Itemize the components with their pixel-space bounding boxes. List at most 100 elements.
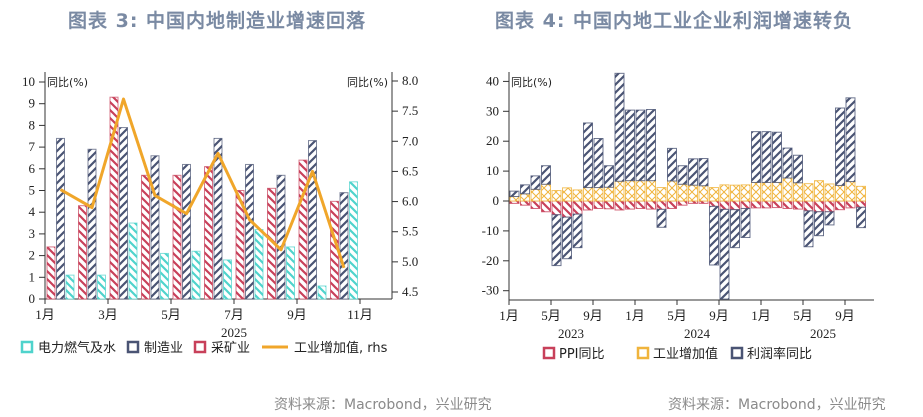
left-chart-title: 图表 3: 中国内地制造业增速回落 (68, 10, 367, 32)
bar (191, 250, 201, 300)
bar-segment (625, 109, 635, 182)
bar (46, 246, 56, 300)
legend-label: PPI同比 (559, 347, 605, 362)
y-tick-label: 1 (29, 269, 36, 284)
legend-swatch (636, 346, 650, 360)
bar (56, 137, 65, 300)
y-tick-label: 40 (486, 73, 499, 88)
bar-segment (730, 200, 740, 211)
bar-segment (824, 211, 835, 226)
y-right-tick-label: 5.0 (402, 254, 418, 269)
bar-segment (572, 200, 583, 215)
left-chart: 0 1 2 3 4 5 6 7 8 9 10 4.5 5.0 5.5 6.0 6.5 7.0 7.5 8.0 同比(%… (20, 72, 418, 356)
bar-segment (667, 180, 677, 202)
y-tick-label: 2 (29, 248, 36, 263)
bar (235, 190, 245, 300)
bar-segment (751, 200, 761, 209)
right-chart-source: 资料来源：Macrobond，兴业研究 (668, 397, 886, 413)
bar-segment (761, 181, 772, 202)
x-year-label: 2025 (810, 326, 836, 341)
legend-swatch (730, 346, 744, 360)
bar-segment (520, 200, 530, 206)
bar-segment (541, 165, 551, 185)
x-tick-label: 9月 (583, 308, 603, 323)
y-tick-label: 3 (29, 226, 36, 241)
y-tick-label: 4 (29, 204, 36, 219)
bar-segment (709, 205, 719, 266)
bar-segment (625, 200, 635, 210)
y-tick-label: 6 (29, 161, 36, 176)
y-right-tick-label: 7.5 (402, 103, 418, 118)
bar-segment (698, 158, 709, 187)
y-tick-label: -30 (482, 283, 499, 298)
bar (160, 252, 169, 300)
y-tick-label: 30 (486, 103, 499, 118)
bar-segment (593, 200, 604, 209)
bar-segment (688, 158, 698, 186)
y-tick-label: 0 (493, 193, 500, 208)
bar-segment (835, 184, 845, 202)
bar-segment (709, 187, 719, 202)
legend-label: 工业增加值, rhs (294, 340, 388, 356)
bar-segment (677, 200, 688, 206)
y-right-tick-label: 6.5 (402, 163, 418, 178)
bar-segment (583, 122, 593, 189)
bar-segment (604, 186, 614, 202)
bar (349, 181, 358, 300)
bar-segment (614, 180, 625, 202)
x-year-label: 2024 (684, 326, 711, 341)
right-chart-title: 图表 4: 中国内地工业企业利润增速转负 (495, 10, 854, 32)
bar-segment (709, 200, 719, 207)
bar-segment (740, 207, 751, 238)
bar-segment (541, 183, 551, 202)
legend-swatch (193, 340, 207, 354)
bar (204, 166, 213, 300)
y-tick-label: 0 (29, 291, 36, 306)
y-tick-label: 5 (29, 183, 36, 198)
x-tick-label: 11月 (347, 307, 373, 322)
bar (65, 274, 75, 300)
bar-segment (793, 182, 803, 202)
bar (87, 148, 97, 300)
x-tick-label: 5月 (541, 308, 561, 323)
bar-segment (845, 97, 856, 183)
bar (141, 174, 150, 300)
legend-swatch (542, 346, 556, 360)
bar-segment (814, 200, 824, 213)
y-tick-label: 7 (29, 139, 36, 154)
legend-label: 采矿业 (211, 341, 250, 356)
bar-segment (562, 187, 572, 202)
bar-segment (572, 189, 583, 202)
bar-segment (635, 109, 646, 182)
bar-segment (646, 109, 656, 182)
bar-segment (845, 200, 856, 209)
bar (339, 192, 349, 300)
bar-segment (814, 211, 824, 237)
bar (172, 174, 182, 300)
left-unit-label: 同比(%) (47, 76, 88, 89)
bar-segment (667, 147, 677, 182)
y-tick-label: 10 (22, 74, 35, 89)
bar-segment (583, 200, 593, 211)
x-tick-label: 1月 (625, 308, 645, 323)
bar-segment (604, 165, 614, 188)
x-tick-label: 3月 (98, 307, 118, 322)
left-legend: 电力燃气及水 制造业 采矿业 工业增加值, rhs (20, 340, 388, 356)
bar-segment (856, 206, 866, 229)
y-tick-label: -10 (482, 223, 499, 238)
y-tick-label: 10 (486, 163, 499, 178)
bar-segment (656, 187, 667, 202)
x-tick-label: 9月 (835, 308, 855, 323)
legend-label: 电力燃气及水 (38, 340, 116, 356)
y-tick-label: -20 (482, 253, 499, 268)
x-tick-label: 5月 (793, 308, 813, 323)
bar (223, 259, 232, 300)
bar-segment (751, 181, 761, 202)
x-tick-label: 7月 (224, 307, 244, 322)
bar-segment (551, 190, 562, 202)
bar (119, 127, 128, 300)
bar-segment (667, 200, 677, 209)
bar-segment (646, 180, 656, 202)
right-chart: -30 -20 -10 0 10 20 30 40 同比(%) 1月 5月 9月 1月 5月 9月 1月 5月 9… (482, 72, 874, 362)
bar-segment (614, 200, 625, 211)
